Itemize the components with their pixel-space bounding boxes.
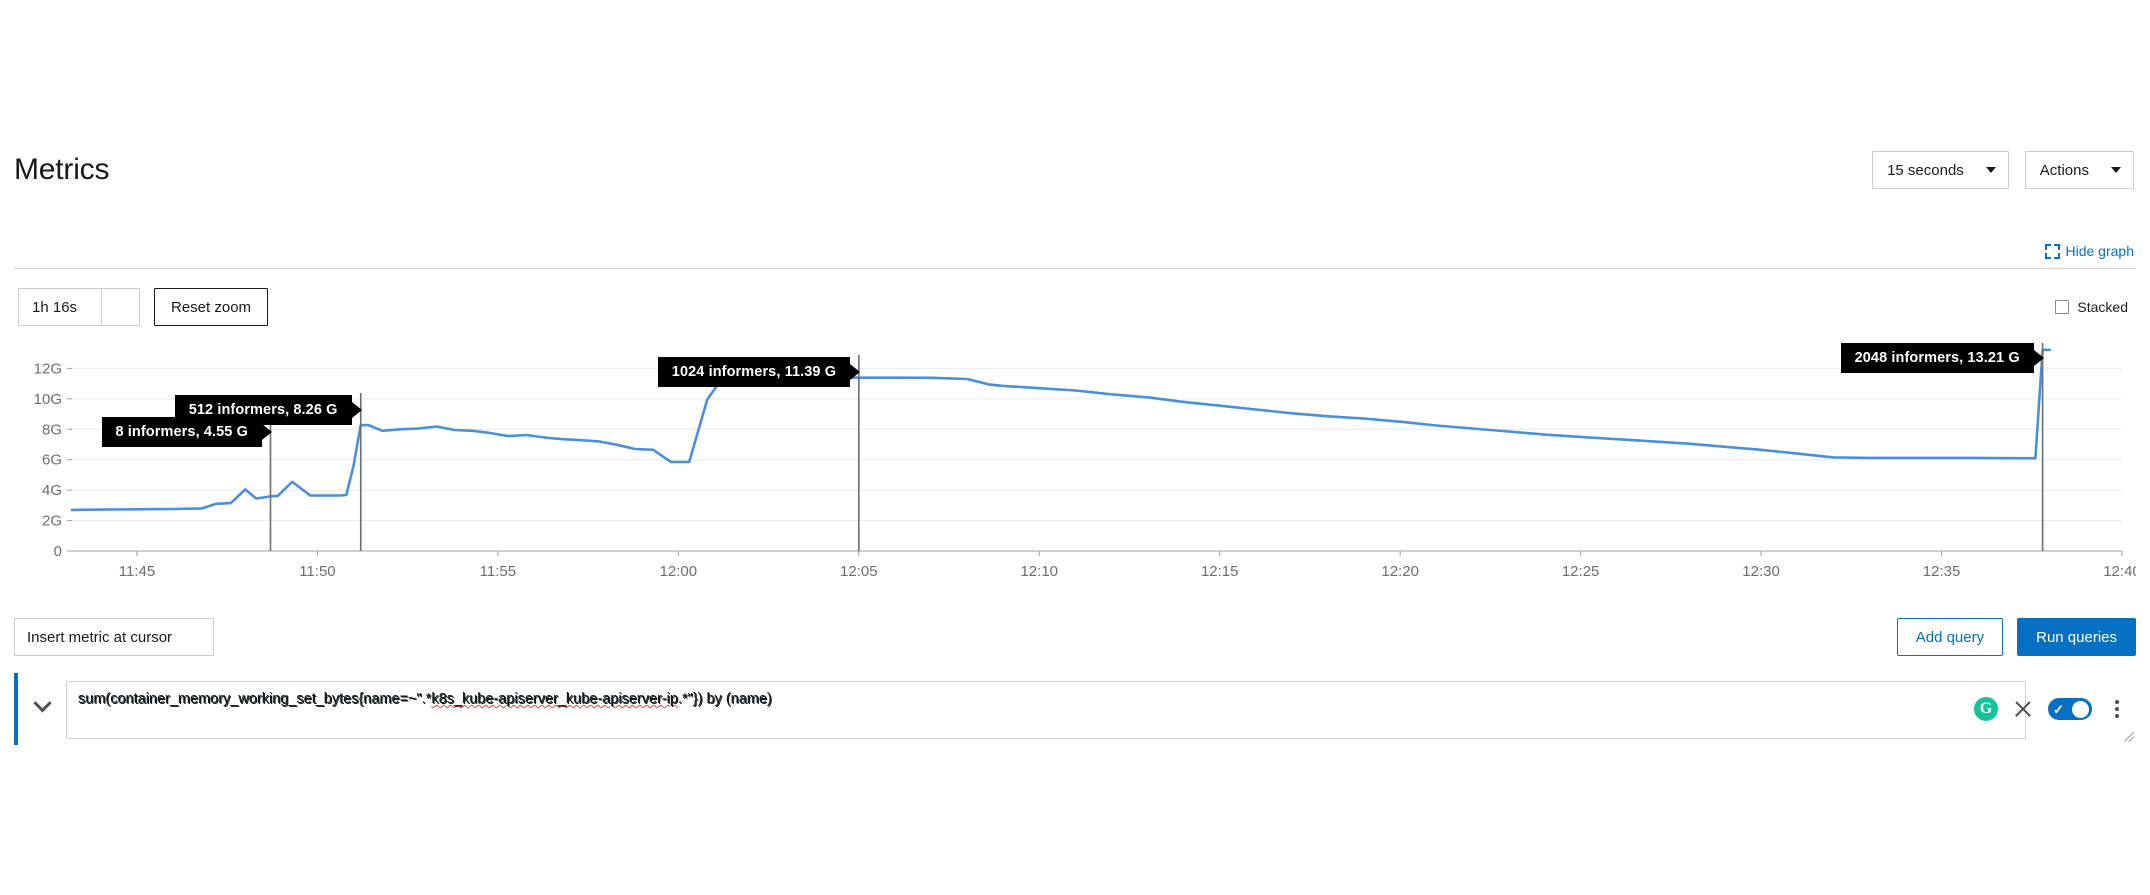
svg-text:12:05: 12:05 bbox=[840, 563, 878, 580]
svg-text:10G: 10G bbox=[34, 391, 62, 408]
svg-text:12:00: 12:00 bbox=[660, 563, 698, 580]
insert-metric-label: Insert metric at cursor bbox=[27, 628, 173, 646]
close-icon[interactable] bbox=[2012, 698, 2034, 720]
add-query-button[interactable]: Add query bbox=[1896, 618, 2004, 656]
svg-text:6G: 6G bbox=[42, 452, 62, 469]
svg-text:11:45: 11:45 bbox=[119, 563, 155, 580]
run-queries-button[interactable]: Run queries bbox=[2017, 618, 2136, 656]
chart-annotation: 2048 informers, 13.21 G bbox=[1840, 343, 2044, 373]
annotation-arrow-icon bbox=[2033, 350, 2044, 366]
svg-text:12:35: 12:35 bbox=[1923, 563, 1961, 580]
svg-text:2G: 2G bbox=[42, 513, 62, 530]
expand-query-button[interactable] bbox=[18, 673, 66, 741]
collapse-icon bbox=[2044, 243, 2060, 259]
annotation-arrow-icon bbox=[261, 424, 272, 440]
check-icon: ✓ bbox=[2053, 701, 2064, 717]
svg-text:11:55: 11:55 bbox=[480, 563, 516, 580]
grammarly-icon[interactable]: G bbox=[1974, 697, 1998, 721]
svg-text:12:25: 12:25 bbox=[1562, 563, 1600, 580]
graph-toolbar-left: 1h 16s Reset zoom bbox=[18, 288, 269, 326]
hide-graph-label: Hide graph bbox=[2065, 243, 2135, 259]
actions-label: Actions bbox=[2039, 161, 2089, 179]
svg-text:12G: 12G bbox=[34, 360, 62, 377]
query-buttons: Add query Run queries bbox=[1896, 618, 2136, 656]
insert-metric-dropdown[interactable]: Insert metric at cursor bbox=[14, 618, 214, 656]
page-header: Metrics 15 seconds Actions bbox=[0, 140, 2150, 200]
actions-dropdown[interactable]: Actions bbox=[2024, 151, 2134, 189]
chevron-down-icon bbox=[32, 693, 52, 712]
svg-text:0: 0 bbox=[54, 543, 62, 560]
resize-handle[interactable] bbox=[2124, 732, 2134, 742]
svg-text:12:15: 12:15 bbox=[1201, 563, 1239, 580]
time-range-dropdown[interactable]: 1h 16s bbox=[18, 288, 140, 326]
svg-text:12:40: 12:40 bbox=[2103, 563, 2136, 580]
graph-card: 1h 16s Reset zoom Stacked 0 2G 4G 6G 8G 10G 12… bbox=[14, 268, 2136, 598]
svg-text:4G: 4G bbox=[42, 482, 62, 499]
annotation-arrow-icon bbox=[850, 364, 861, 380]
chart-annotation-label: 512 informers, 8.26 G bbox=[174, 395, 352, 425]
time-range-caret[interactable] bbox=[101, 289, 139, 325]
query-row: sum(container_memory_working_set_bytes{n… bbox=[14, 673, 2136, 745]
hide-graph-button[interactable]: Hide graph bbox=[2044, 243, 2135, 259]
reset-zoom-button[interactable]: Reset zoom bbox=[154, 288, 269, 326]
header-controls: 15 seconds Actions bbox=[1872, 151, 2134, 189]
annotation-arrow-icon bbox=[351, 402, 362, 418]
chart-annotation: 1024 informers, 11.39 G bbox=[657, 357, 861, 387]
memory-usage-line-chart[interactable]: 0 2G 4G 6G 8G 10G 12G 11:45 11:50 11:55 12:00 12:05… bbox=[14, 329, 2136, 599]
chart-annotation-label: 2048 informers, 13.21 G bbox=[1840, 343, 2034, 373]
more-options-icon[interactable] bbox=[2106, 700, 2128, 718]
refresh-interval-label: 15 seconds bbox=[1887, 161, 1964, 179]
toggle-knob bbox=[2072, 700, 2089, 718]
time-range-label: 1h 16s bbox=[32, 298, 78, 316]
stacked-label: Stacked bbox=[2077, 299, 2128, 315]
query-row-icons: G ✓ bbox=[1974, 673, 2136, 745]
svg-text:11:50: 11:50 bbox=[299, 563, 335, 580]
query-input[interactable] bbox=[66, 681, 2026, 739]
page-title: Metrics bbox=[14, 153, 110, 186]
chart-annotation: 512 informers, 8.26 G bbox=[174, 395, 362, 425]
chart-plot-area[interactable]: 0 2G 4G 6G 8G 10G 12G 11:45 11:50 11:55 12:00 12:05… bbox=[14, 329, 2136, 599]
stacked-checkbox[interactable] bbox=[2055, 300, 2070, 314]
chevron-down-icon bbox=[1985, 167, 1996, 173]
svg-text:12:10: 12:10 bbox=[1020, 563, 1058, 580]
refresh-interval-dropdown[interactable]: 15 seconds bbox=[1872, 151, 2009, 189]
chevron-down-icon bbox=[2111, 167, 2121, 173]
svg-text:8G: 8G bbox=[42, 421, 62, 438]
chart-annotation-label: 1024 informers, 11.39 G bbox=[657, 357, 851, 387]
graph-toolbar: 1h 16s Reset zoom Stacked bbox=[14, 287, 2136, 327]
svg-text:12:30: 12:30 bbox=[1742, 563, 1780, 580]
query-enabled-toggle[interactable]: ✓ bbox=[2048, 698, 2092, 720]
query-actions-bar: Insert metric at cursor Add query Run qu… bbox=[14, 612, 2136, 662]
query-input-wrap: sum(container_memory_working_set_bytes{n… bbox=[66, 673, 2136, 744]
stacked-checkbox-row[interactable]: Stacked bbox=[2055, 299, 2128, 315]
svg-text:12:20: 12:20 bbox=[1381, 563, 1419, 580]
